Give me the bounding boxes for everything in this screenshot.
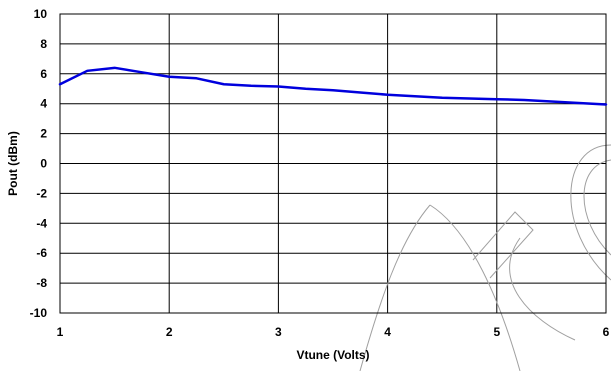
series-line <box>58 66 608 106</box>
x-tick-labels: 1 2 3 4 5 6 <box>57 325 610 339</box>
x-tick-label: 2 <box>166 325 173 339</box>
x-tick-label: 3 <box>275 325 282 339</box>
grid-layer <box>59 13 607 314</box>
y-tick-label: 0 <box>40 157 47 171</box>
y-tick-label: 10 <box>34 7 48 21</box>
y-tick-label: -6 <box>36 246 47 260</box>
y-axis-title: Pout (dBm) <box>6 131 20 196</box>
y-tick-labels: 10 8 6 4 2 0 -2 -4 -6 -8 -10 <box>30 7 48 320</box>
plot-frame <box>59 13 607 314</box>
y-tick-label: -2 <box>36 186 47 200</box>
y-tick-label: 4 <box>40 97 47 111</box>
y-tick-label: -4 <box>36 216 47 230</box>
y-tick-label: 6 <box>40 67 47 81</box>
series-layer <box>58 66 608 106</box>
x-tick-label: 4 <box>384 325 391 339</box>
x-tick-label: 5 <box>493 325 500 339</box>
y-tick-label: -8 <box>36 276 47 290</box>
y-tick-label: 8 <box>40 37 47 51</box>
y-tick-label: -10 <box>30 306 48 320</box>
watermark <box>359 144 611 371</box>
x-tick-label: 6 <box>603 325 610 339</box>
y-tick-label: 2 <box>40 127 47 141</box>
x-axis-title: Vtune (Volts) <box>296 348 369 362</box>
x-tick-label: 1 <box>57 325 64 339</box>
